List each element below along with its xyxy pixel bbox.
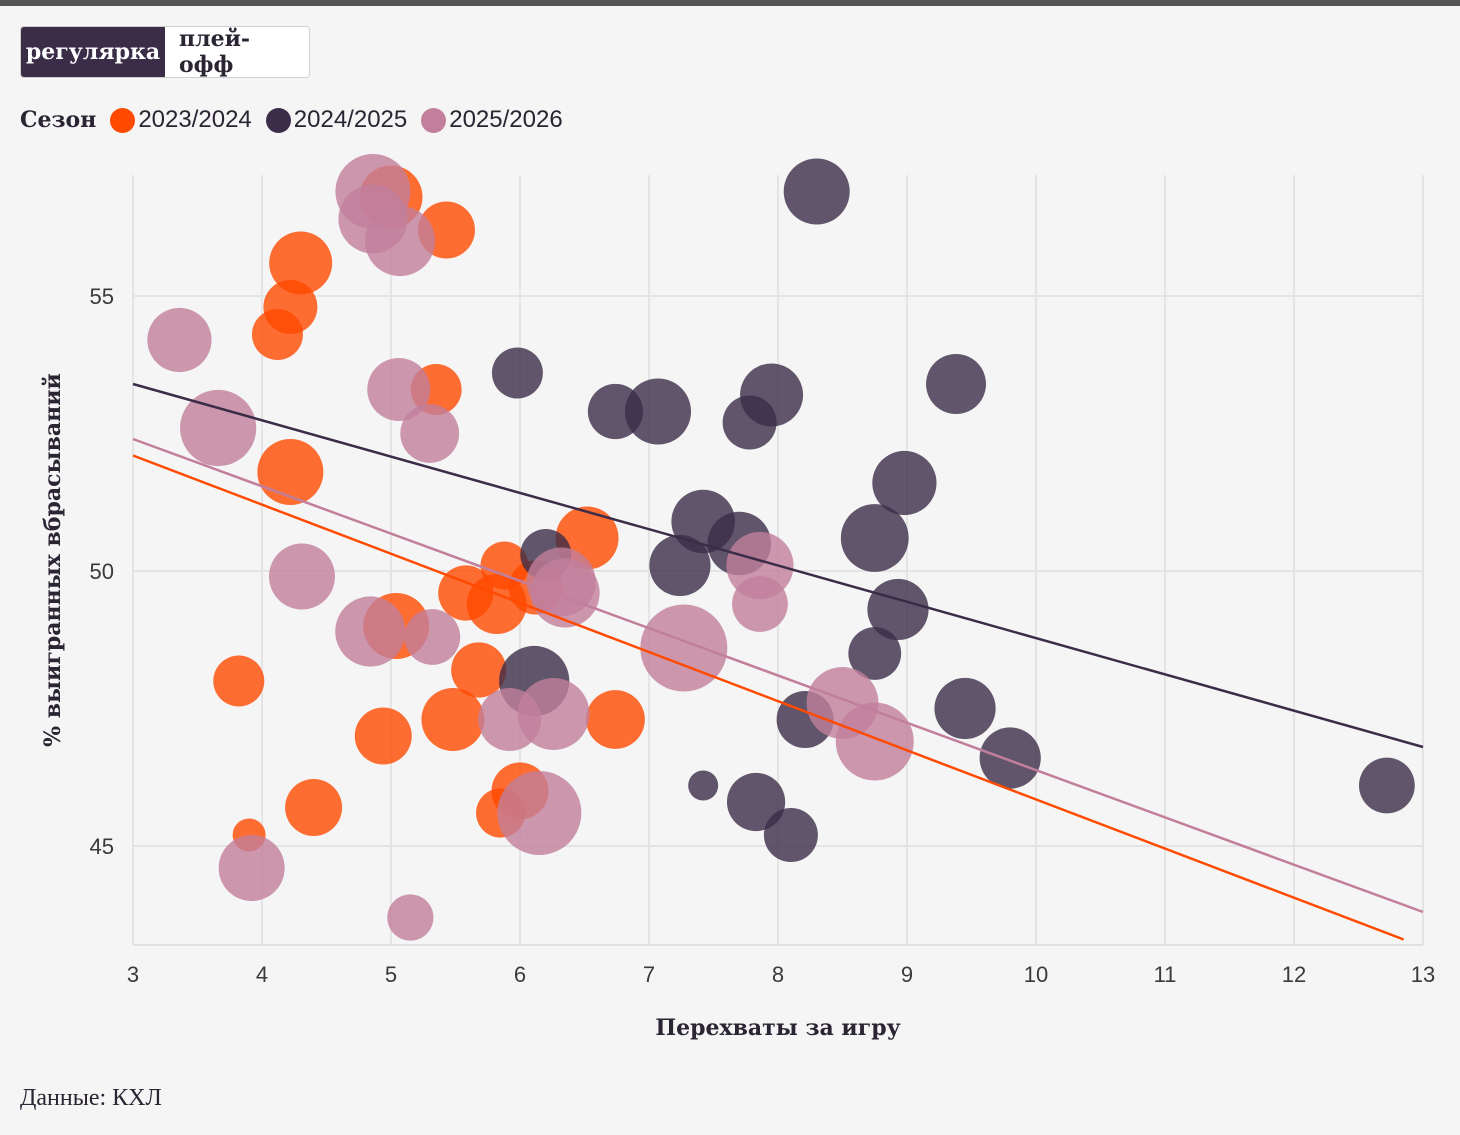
bubble-2025-2026 [218,835,285,901]
data-source: Данные: КХЛ [20,1085,162,1111]
bubble-2024-2025 [1358,757,1415,814]
bubble-2025-2026 [364,205,436,277]
bubble-2023-2024 [354,707,412,765]
x-tick-label: 11 [1154,962,1177,987]
bubble-2025-2026 [640,604,728,692]
legend-dot-2023-2024 [110,107,136,133]
bubble-2024-2025 [934,677,996,740]
x-tick-label: 12 [1282,962,1306,987]
legend-item-2025-2026[interactable]: 2025/2026 [421,106,563,134]
toggle-regular-season-button[interactable]: регулярка [21,27,165,77]
bubble-2023-2024 [285,779,343,836]
bubble-2025-2026 [180,389,257,467]
bubble-2023-2024 [421,688,485,751]
bubble-2023-2024 [213,655,265,707]
bubble-2025-2026 [387,894,434,941]
bubble-2025-2026 [404,609,461,665]
legend-label-2023-2024: 2023/2024 [138,106,252,133]
bubble-2025-2026 [517,678,590,750]
bubble-2024-2025 [726,772,786,832]
bubble-2023-2024 [269,231,333,295]
x-tick-label: 10 [1024,962,1048,987]
bubble-2024-2025 [763,808,818,862]
bubble-2025-2026 [147,307,212,373]
legend-label-2024-2025: 2024/2025 [293,106,408,133]
bubble-2024-2025 [783,158,850,225]
legend-item-2024-2025[interactable]: 2024/2025 [265,106,408,134]
bubble-2024-2025 [840,504,909,572]
bubble-2024-2025 [872,450,937,516]
bubble-2025-2026 [400,404,460,463]
legend-item-2023-2024[interactable]: 2023/2024 [110,106,252,134]
x-tick-label: 7 [643,962,655,987]
bubble-2024-2025 [979,727,1041,789]
legend-title: Сезон [20,107,97,133]
x-tick-label: 9 [901,962,913,987]
y-tick-label: 55 [90,284,114,309]
legend-dot-2024-2025 [265,107,291,133]
bubble-2024-2025 [926,354,987,414]
bubble-2025-2026 [835,702,914,781]
top-border [0,0,1460,6]
bubble-2024-2025 [688,770,719,801]
bubble-2023-2024 [451,642,507,698]
season-type-toggle: регулярка плей-офф [20,26,310,78]
legend-dot-2025-2026 [421,107,447,133]
trendline-2024-2025 [132,382,1424,749]
x-tick-label: 13 [1411,962,1435,987]
bubble-2024-2025 [625,378,692,445]
bubble-2024-2025 [491,347,543,399]
bubble-2025-2026 [530,558,600,628]
x-tick-label: 8 [772,962,784,987]
x-tick-label: 4 [256,962,268,987]
bubble-2025-2026 [497,771,582,855]
bubble-2023-2024 [257,439,324,505]
x-tick-label: 5 [385,962,397,987]
bubble-2024-2025 [848,627,902,680]
legend-label-2025-2026: 2025/2026 [449,106,563,133]
bubble-2023-2024 [586,690,645,749]
y-tick-label: 45 [90,834,114,859]
bubble-2025-2026 [335,596,406,667]
y-axis-title: % выигранных вбрасываний [40,373,66,747]
trendline-2025-2026 [132,437,1424,914]
x-tick-label: 6 [514,962,526,987]
bubble-2025-2026 [732,576,788,632]
x-axis-title: Перехваты за игру [655,1015,900,1041]
bubble-2023-2024 [251,309,303,360]
x-tick-label: 3 [127,962,139,987]
bubble-2024-2025 [649,534,711,597]
toggle-playoff-button[interactable]: плей-офф [165,27,309,77]
bubble-2024-2025 [722,395,777,450]
trendline-2023-2024 [132,454,1405,941]
bubble-2025-2026 [367,358,431,421]
bubble-2025-2026 [268,543,335,610]
chart-legend: Сезон 2023/2024 2024/2025 2025/2026 [20,103,577,137]
y-tick-label: 50 [90,559,114,584]
